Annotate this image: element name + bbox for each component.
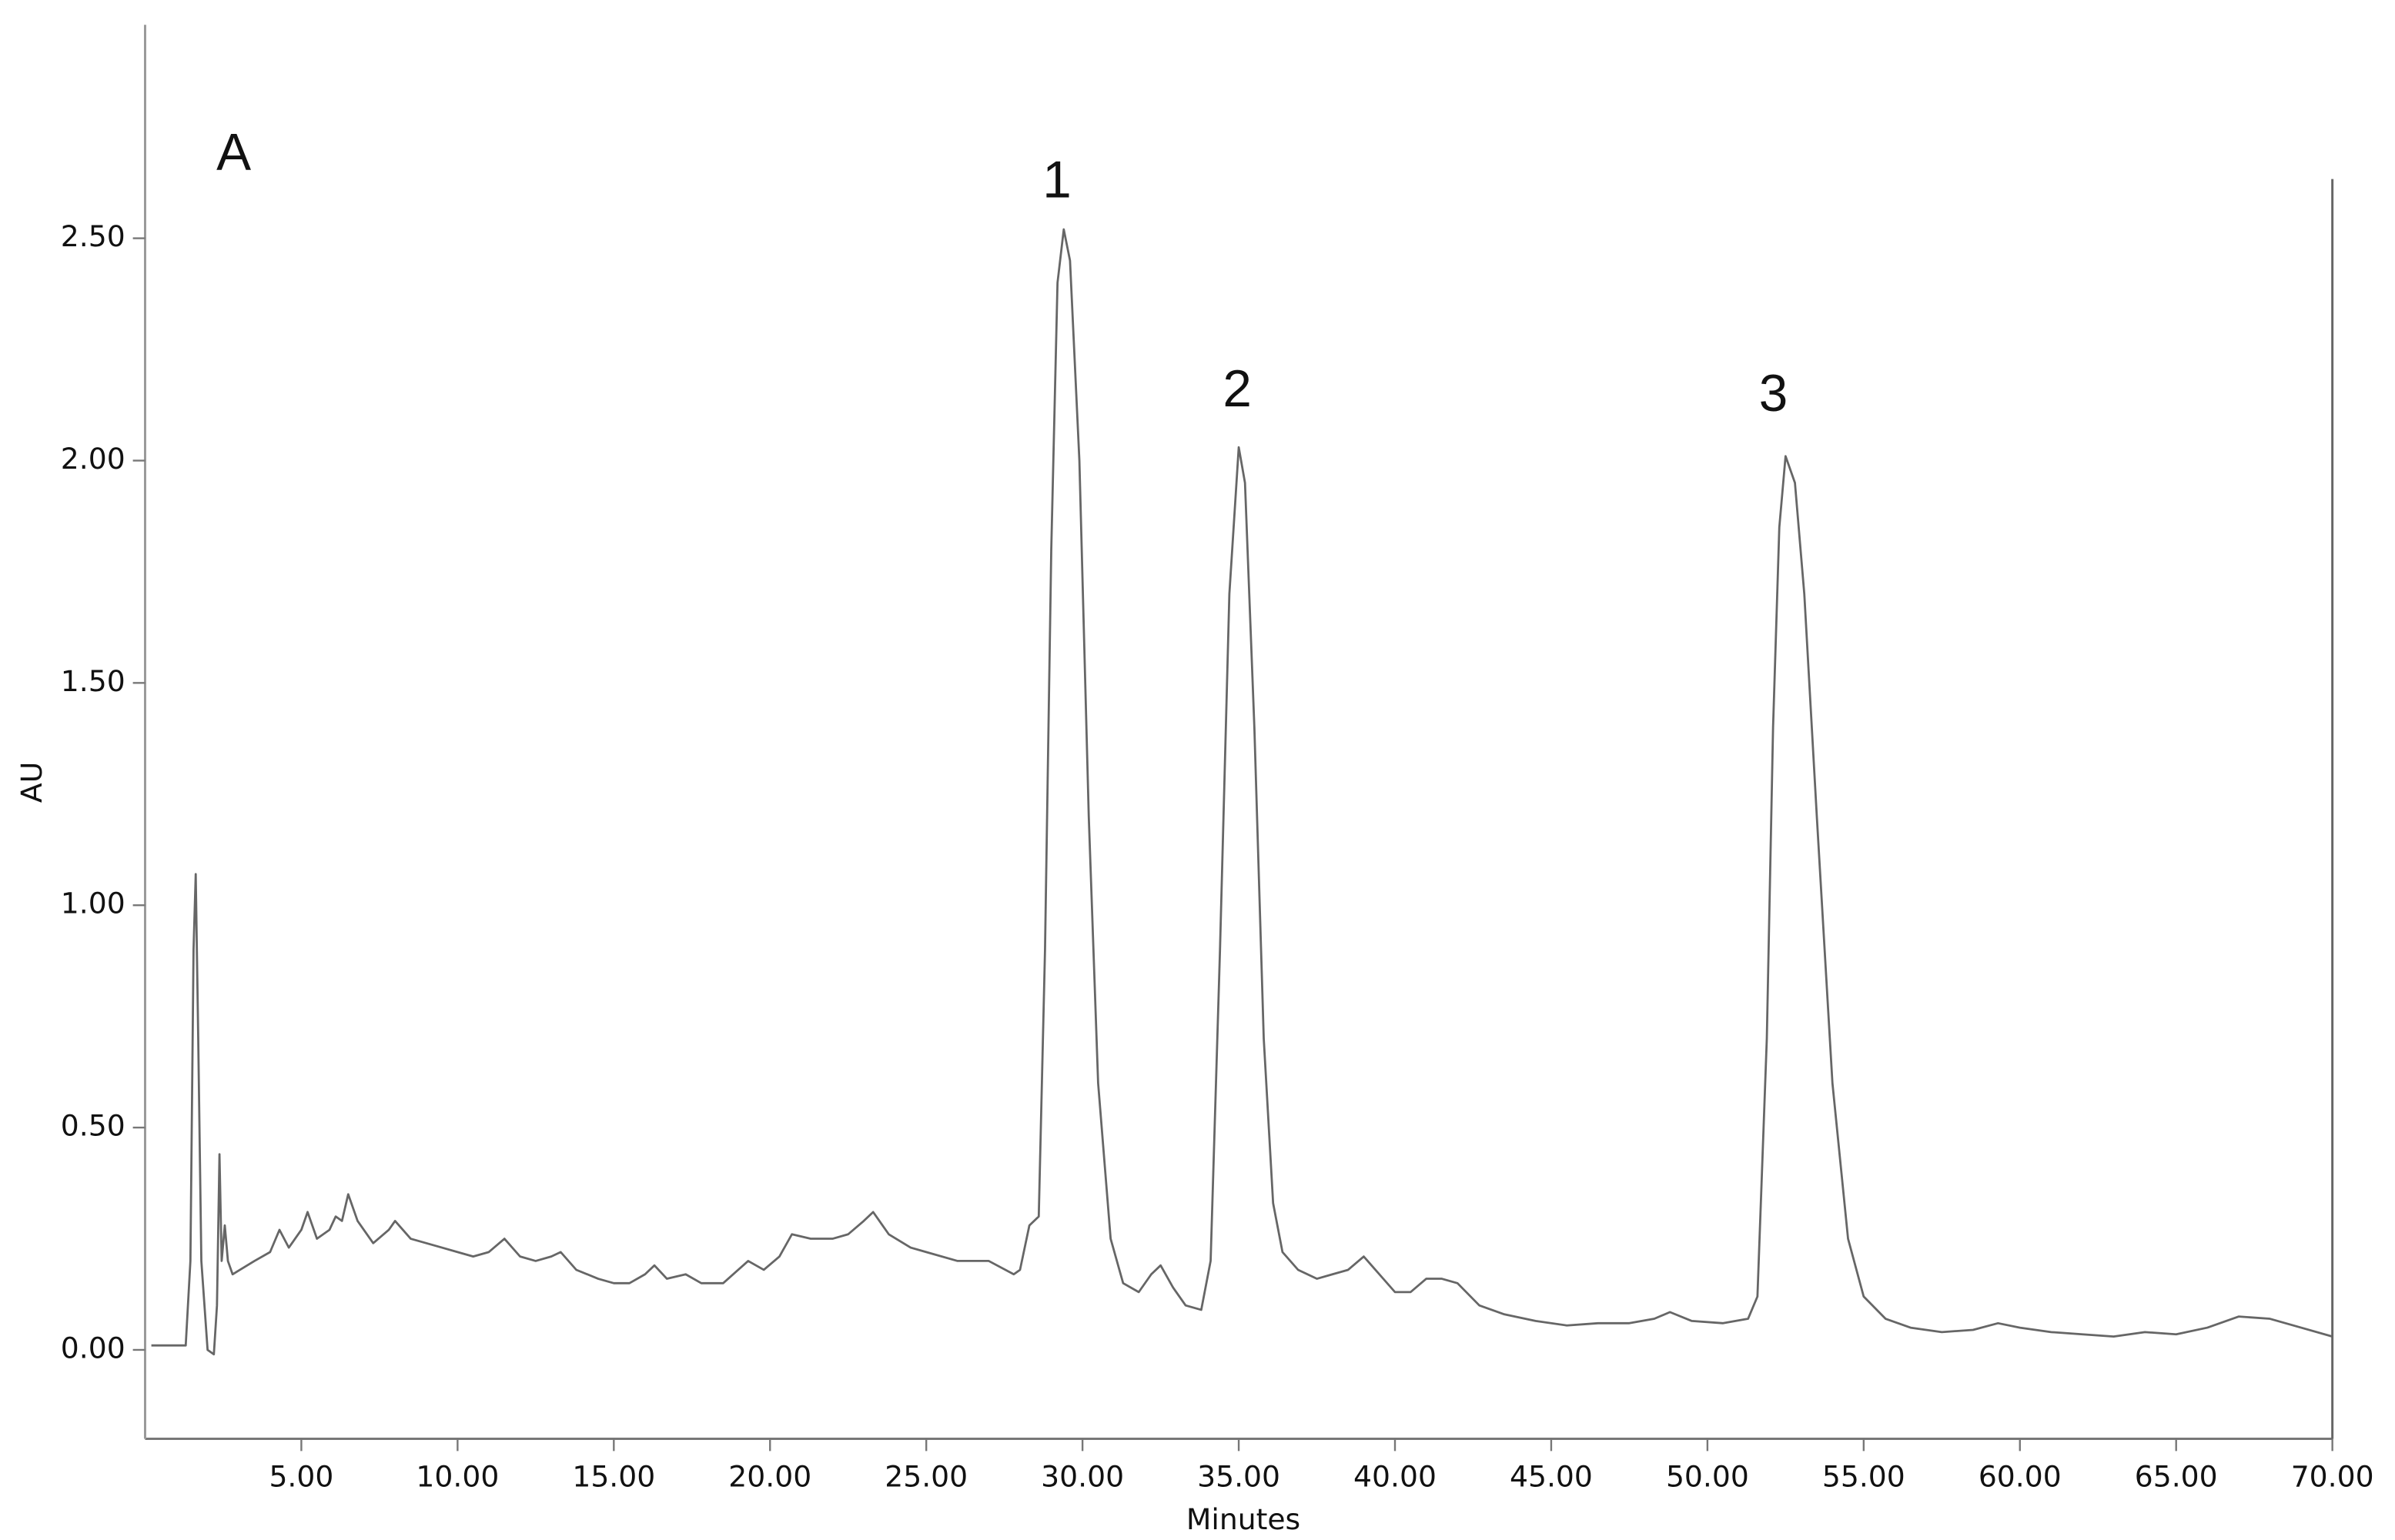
y-tick-label: 1.50: [61, 664, 125, 698]
x-tick-label: 35.00: [1197, 1460, 1280, 1494]
x-tick-label: 25.00: [885, 1460, 968, 1494]
x-axis-title: Minutes: [1186, 1502, 1300, 1536]
x-tick-label: 10.00: [416, 1460, 499, 1494]
y-tick-label: 2.00: [61, 442, 125, 476]
x-tick-label: 30.00: [1041, 1460, 1124, 1494]
peak-label: 3: [1759, 365, 1788, 423]
y-tick-label: 0.50: [61, 1109, 125, 1143]
x-tick-label: 45.00: [1510, 1460, 1593, 1494]
x-tick-label: 5.00: [269, 1460, 333, 1494]
x-tick-label: 60.00: [1979, 1460, 2062, 1494]
peak-label: 1: [1042, 151, 1072, 209]
peak-label: 2: [1223, 360, 1252, 418]
trace: [151, 228, 2333, 1356]
x-tick-label: 20.00: [728, 1460, 811, 1494]
x-tick-label: 70.00: [2291, 1460, 2374, 1494]
x-tick-label: 40.00: [1353, 1460, 1437, 1494]
panel-label: A: [216, 124, 251, 182]
y-tick-label: 0.00: [61, 1331, 125, 1365]
x-tick-label: 55.00: [1822, 1460, 1905, 1494]
y-tick-label: 1.00: [61, 887, 125, 920]
y-axis-title: AU: [15, 762, 49, 803]
y-tick-label: 2.50: [61, 219, 125, 253]
x-tick-label: 50.00: [1666, 1460, 1749, 1494]
x-tick-label: 65.00: [2135, 1460, 2218, 1494]
x-tick-label: 15.00: [572, 1460, 655, 1494]
